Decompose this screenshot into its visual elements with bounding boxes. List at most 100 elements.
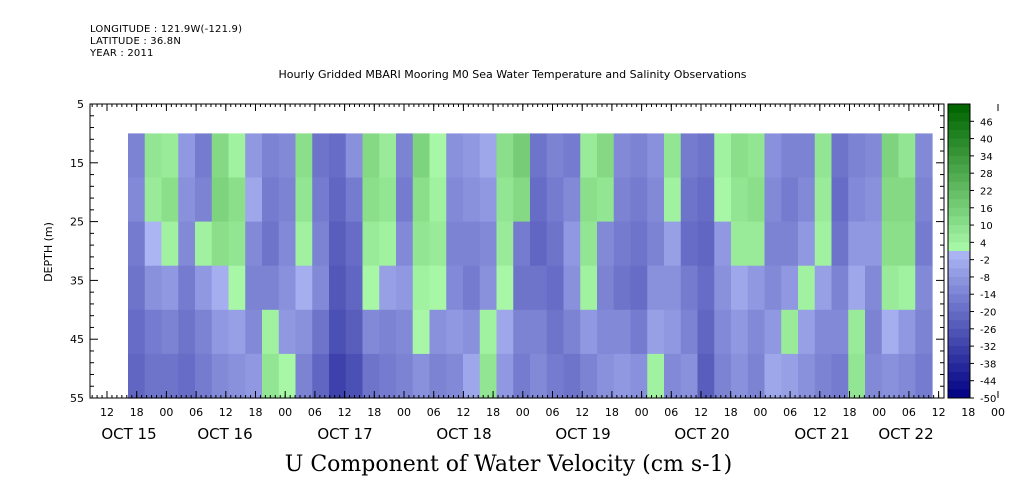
heatmap-cell (262, 177, 280, 223)
x-day-label: OCT 21 (794, 425, 849, 443)
axes-group: 5 15 25 35 45 55 12 18 00 06 12 18 00 06 12 18 00 06 12 18 0… (70, 98, 1005, 443)
heatmap-cell (798, 221, 816, 267)
heatmap-cell (714, 309, 732, 355)
heatmap-cell (747, 133, 766, 179)
heatmap-cell (479, 309, 498, 355)
colorbar-label: 10 (980, 221, 993, 232)
colorbar-label: -50 (980, 394, 996, 405)
heatmap-cell (412, 177, 431, 223)
heatmap-cell (881, 133, 900, 179)
heatmap-cell (613, 265, 632, 311)
colorbar-swatch (948, 112, 970, 122)
heatmap-cell (814, 177, 833, 223)
colorbar-swatch (948, 363, 970, 373)
x-hour-label: 12 (100, 406, 114, 419)
colorbar-swatch (948, 207, 970, 217)
colorbar-swatch (948, 104, 970, 114)
heatmap-cell (731, 265, 749, 311)
heatmap-cell (546, 221, 565, 267)
heatmap-cell (195, 221, 213, 267)
x-day-label: OCT 17 (317, 425, 372, 443)
heatmap-cell (630, 353, 648, 399)
heatmap-cell (379, 353, 397, 399)
heatmap-cell (496, 133, 514, 179)
heatmap-cell (329, 221, 347, 267)
heatmap-cell (329, 133, 347, 179)
heatmap-cell (530, 265, 548, 311)
heatmap-cell (798, 133, 816, 179)
heatmap-cell (647, 133, 665, 179)
heatmap-cell (463, 353, 481, 399)
colorbar-swatch (948, 129, 970, 140)
heatmap-cell (697, 265, 715, 311)
y-tick-label: 15 (70, 157, 84, 170)
heatmap-cell (680, 265, 699, 311)
heatmap-cell (362, 265, 380, 311)
heatmap-cell (161, 265, 179, 311)
heatmap-cell (831, 265, 849, 311)
heatmap-cell (178, 133, 196, 179)
heatmap-cell (680, 177, 699, 223)
heatmap-cell (195, 177, 213, 223)
x-hour-label: 12 (932, 406, 946, 419)
colorbar-swatch (948, 276, 970, 287)
colorbar-swatch (948, 233, 970, 243)
heatmap-cell (446, 265, 464, 311)
x-hour-label: 00 (278, 406, 292, 419)
heatmap-cell (463, 133, 481, 179)
x-hour-label: 00 (159, 406, 173, 419)
heatmap-cell (396, 221, 414, 267)
colorbar-label: 22 (980, 186, 993, 197)
x-hour-label: 12 (456, 406, 470, 419)
colorbar-swatch (948, 225, 970, 235)
heatmap-cell (731, 353, 749, 399)
heatmap-cell (530, 353, 548, 399)
heatmap-cell (664, 265, 682, 311)
colorbar-label: -8 (980, 273, 990, 284)
heatmap-cell (865, 265, 883, 311)
heatmap-cell (597, 309, 615, 355)
heatmap-cell (597, 265, 615, 311)
colorbar-swatch (948, 337, 970, 347)
heatmap-cell (764, 265, 782, 311)
heatmap-cell (429, 353, 447, 399)
heatmap-cell (295, 353, 313, 399)
heatmap-cell (563, 265, 581, 311)
heatmap-cell (731, 133, 749, 179)
heatmap-cell (178, 309, 196, 355)
heatmap-cell (848, 221, 866, 267)
heatmap-cell (664, 309, 682, 355)
heatmap-cell (580, 177, 598, 223)
heatmap-cell (714, 177, 732, 223)
y-axis-label: DEPTH (m) (42, 222, 55, 282)
heatmap-cell (128, 133, 146, 179)
heatmap-cell (848, 265, 866, 311)
x-hour-label: 18 (486, 406, 500, 419)
heatmap-cell (345, 221, 364, 267)
heatmap-cell (362, 221, 380, 267)
x-hour-label: 06 (902, 406, 916, 419)
heatmap-cell (563, 309, 581, 355)
heatmap-cell (195, 265, 213, 311)
heatmap-cell (479, 353, 498, 399)
heatmap-cell (764, 177, 782, 223)
colorbar-label: -44 (980, 377, 996, 388)
heatmap-cell (479, 177, 498, 223)
heatmap-cell (295, 309, 313, 355)
heatmap-cell (412, 133, 431, 179)
colorbar-swatch (948, 164, 970, 174)
heatmap-cell (463, 309, 481, 355)
heatmap-cell (747, 177, 766, 223)
latitude-label: LATITUDE : 36.8N (90, 36, 182, 47)
heatmap-cell (128, 265, 146, 311)
x-hour-label: 06 (308, 406, 322, 419)
heatmap-cell (898, 265, 916, 311)
heatmap-cell (580, 353, 598, 399)
heatmap-cell (680, 221, 699, 267)
heatmap-cell (798, 177, 816, 223)
longitude-label: LONGITUDE : 121.9W(-121.9) (90, 24, 243, 35)
heatmap-cell (429, 221, 447, 267)
heatmap-cell (412, 353, 431, 399)
x-hour-label: 06 (546, 406, 560, 419)
x-day-label: OCT 16 (197, 425, 252, 443)
